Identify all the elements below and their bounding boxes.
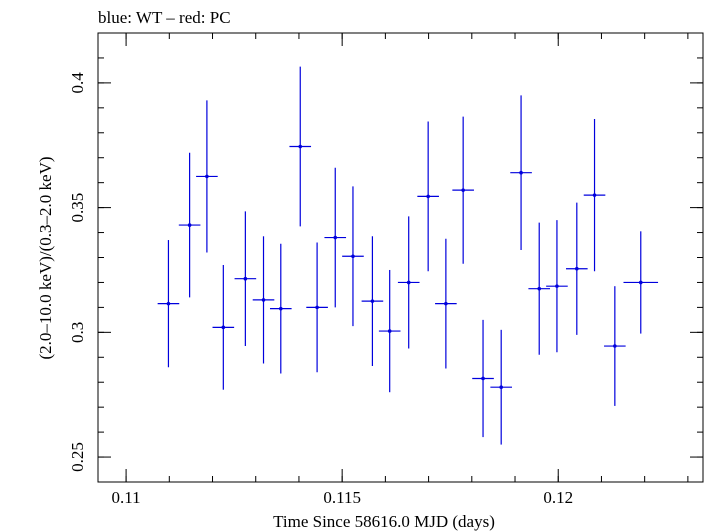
x-tick-label: 0.115 — [323, 488, 361, 507]
data-marker — [278, 306, 283, 311]
data-marker — [315, 305, 319, 310]
data-point — [289, 66, 312, 227]
data-marker — [613, 344, 617, 348]
x-axis-label: Time Since 58616.0 MJD (days) — [273, 512, 495, 531]
data-point — [324, 167, 347, 308]
data-point — [472, 319, 494, 438]
data-marker — [166, 301, 171, 306]
data-marker — [243, 276, 248, 281]
y-tick-label: 0.3 — [68, 322, 87, 343]
data-marker — [205, 174, 209, 179]
x-tick-label: 0.12 — [543, 488, 573, 507]
data-points — [157, 66, 659, 445]
plot-frame — [97, 32, 704, 483]
data-point — [361, 236, 384, 367]
data-point — [417, 121, 439, 272]
data-point — [178, 152, 201, 298]
chart-title: blue: WT – red: PC — [98, 8, 231, 27]
data-point — [252, 236, 275, 364]
data-marker — [351, 254, 355, 259]
data-marker — [499, 385, 503, 390]
data-point — [212, 264, 235, 390]
data-marker — [481, 376, 485, 381]
data-point — [546, 220, 568, 353]
data-point — [378, 269, 401, 393]
data-marker — [221, 325, 226, 330]
data-marker — [638, 280, 643, 285]
x-tick-label: 0.11 — [112, 488, 141, 507]
data-point — [342, 186, 364, 327]
data-marker — [370, 299, 375, 303]
y-tick-label: 0.4 — [68, 72, 87, 94]
data-point — [490, 329, 512, 445]
data-point — [306, 242, 328, 373]
data-point — [566, 202, 588, 335]
data-point — [510, 95, 532, 251]
data-point — [623, 231, 659, 334]
data-marker — [575, 266, 579, 271]
axis-ticks — [98, 32, 703, 483]
data-point — [528, 222, 551, 355]
data-marker — [387, 329, 392, 333]
data-marker — [461, 188, 465, 192]
y-tick-label: 0.25 — [68, 442, 87, 472]
data-point — [397, 216, 420, 349]
data-point — [157, 240, 180, 368]
data-point — [196, 100, 218, 253]
y-axis-label: (2.0–10.0 keV)/(0.3–2.0 keV) — [36, 156, 55, 359]
data-marker — [333, 235, 338, 240]
data-marker — [519, 170, 523, 175]
data-point — [452, 116, 474, 264]
data-marker — [406, 280, 411, 285]
data-marker — [187, 223, 192, 227]
data-point — [234, 211, 257, 347]
data-marker — [537, 286, 542, 291]
data-point — [269, 243, 292, 374]
data-marker — [555, 284, 559, 288]
data-marker — [298, 144, 303, 149]
axis-tick-labels: 0.11 0.115 0.12 0.25 0.3 0.35 0.4 — [68, 72, 573, 507]
data-marker — [426, 194, 430, 199]
data-marker — [261, 298, 266, 302]
data-point — [583, 119, 606, 272]
y-tick-label: 0.35 — [68, 193, 87, 223]
data-point — [435, 238, 457, 369]
data-marker — [592, 193, 597, 197]
data-marker — [444, 301, 448, 306]
data-point — [604, 286, 626, 406]
